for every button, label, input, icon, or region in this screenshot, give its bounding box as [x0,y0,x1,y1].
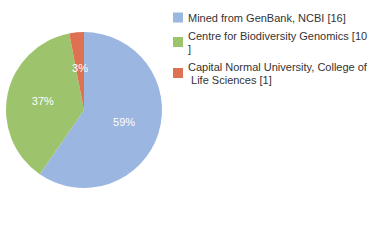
svg-text:]: ] [188,43,191,55]
svg-text:Centre for Biodiversity Genomi: Centre for Biodiversity Genomics [10 [188,30,367,42]
svg-text:Capital Normal University, Col: Capital Normal University, College of [188,61,368,73]
svg-text:3%: 3% [72,62,88,74]
svg-text:Life Sciences [1]: Life Sciences [1] [188,74,272,86]
svg-text:37%: 37% [32,95,54,107]
svg-text:59%: 59% [113,116,135,128]
svg-text:Mined from GenBank, NCBI [16]: Mined from GenBank, NCBI [16] [188,12,346,24]
